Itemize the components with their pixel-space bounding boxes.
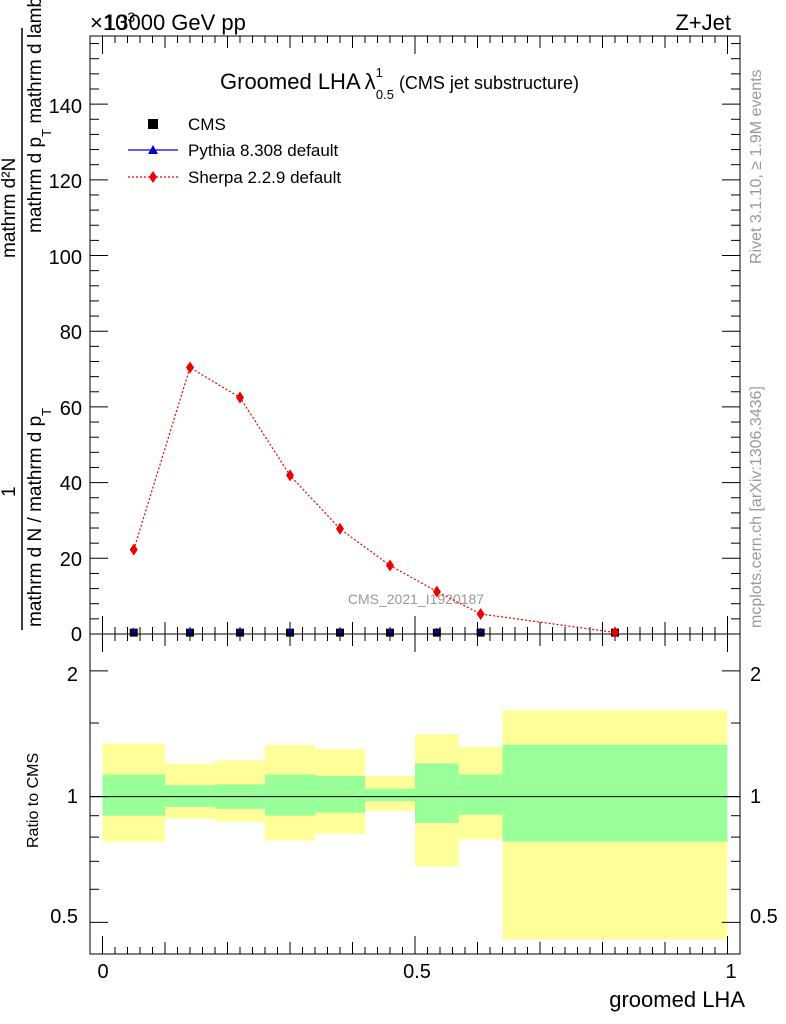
ratio-band-inner (458, 774, 503, 815)
ratio-band-inner (315, 776, 365, 813)
legend-cms-marker (148, 119, 158, 129)
ratio-band-inner (165, 785, 215, 807)
rivet-version-label: Rivet 3.1.10, ≥ 1.9M events (748, 69, 765, 264)
ratio-band-inner (365, 788, 415, 802)
ratio-tick-label-right: 2 (750, 664, 761, 686)
analysis-watermark: CMS_2021_I1920187 (348, 591, 484, 607)
plot-title-note: (CMS jet substructure) (399, 73, 579, 93)
y-tick-label: 140 (49, 96, 82, 118)
ratio-band-inner (502, 744, 728, 842)
ratio-bands (102, 710, 728, 940)
ratio-band-inner (102, 774, 165, 816)
x-tick-label: 0.5 (403, 961, 431, 983)
ratio-tick-label-left: 0.5 (50, 906, 78, 928)
energy-label: 13000 GeV pp (104, 10, 246, 35)
y-tick-label: 20 (60, 549, 82, 571)
y-label-top-mid: mathrm d pT mathrm d lambda (25, 0, 54, 233)
legend-cms-label: CMS (188, 115, 226, 134)
sherpa-point (336, 522, 344, 535)
sherpa-point (286, 469, 294, 482)
x-tick-label: 1 (725, 961, 736, 983)
pythia-point (130, 627, 137, 633)
axis-ticks (90, 36, 740, 954)
pythia-point (433, 627, 440, 633)
plot-title-text: Groomed LHA (220, 69, 361, 94)
sherpa-point (611, 626, 619, 639)
y-tick-label: 60 (60, 398, 82, 420)
ratio-tick-label-right: 0.5 (750, 906, 778, 928)
ratio-y-axis-label: Ratio to CMS (25, 753, 42, 848)
exponent-power: 3 (127, 9, 135, 25)
data-series (129, 361, 619, 639)
pythia-point (387, 627, 393, 633)
legend-sherpa-marker (149, 171, 157, 183)
legend-pythia-marker (148, 145, 158, 154)
ratio-tick-label-left: 1 (67, 786, 78, 808)
pythia-point (237, 627, 243, 633)
mcplots-reference-label: mcplots.cern.ch [arXiv:1306.3436] (748, 386, 765, 628)
y-label-bottom: mathrm d N / mathrm d pT (25, 408, 54, 627)
y-tick-label: 120 (49, 171, 82, 193)
plot-title-sub: 0.5 (376, 87, 394, 102)
ratio-y-tick-labels: 0.5 1 2 0.5 1 2 (50, 664, 778, 928)
legend-sherpa-label: Sherpa 2.2.9 default (188, 168, 341, 187)
sherpa-line (133, 366, 616, 634)
exponent-label: ×103 (90, 9, 135, 35)
y-tick-label: 40 (60, 473, 82, 495)
y-tick-label: 100 (49, 247, 82, 269)
x-tick-labels: 0 0.5 1 (97, 961, 736, 983)
y-label-top: mathrm d²N (0, 158, 20, 258)
ratio-band-inner (265, 774, 315, 816)
ratio-tick-label-left: 2 (67, 664, 78, 686)
sherpa-point (186, 361, 194, 374)
main-y-axis-label: mathrm d²N mathrm d pT mathrm d lambda 1… (0, 0, 54, 630)
ratio-band-inner (415, 763, 459, 823)
sherpa-point (432, 585, 441, 598)
x-tick-label: 0 (97, 961, 108, 983)
process-label: Z+Jet (675, 10, 731, 35)
legend-pythia-label: Pythia 8.308 default (188, 141, 339, 160)
pythia-point (477, 627, 484, 633)
y-label-one: 1 (0, 486, 20, 497)
pythia-point (187, 627, 193, 633)
y-tick-label: 0 (71, 624, 82, 646)
sherpa-point (129, 543, 138, 556)
pythia-point (337, 627, 343, 633)
x-axis-label: groomed LHA (609, 987, 745, 1012)
main-y-tick-labels: 0 20 40 60 80 100 120 140 (49, 96, 82, 646)
sherpa-point (476, 607, 485, 620)
exponent-base: ×10 (90, 10, 127, 35)
plot-title-symbol: λ (365, 69, 376, 94)
plot-title-sup: 1 (376, 65, 383, 80)
legend: CMS Pythia 8.308 default Sherpa 2.2.9 de… (128, 115, 341, 187)
sherpa-point (236, 391, 244, 404)
y-tick-label: 80 (60, 322, 82, 344)
pythia-point (287, 627, 293, 633)
ratio-tick-label-right: 1 (750, 786, 761, 808)
sherpa-point (386, 559, 394, 572)
plot-title: Groomed LHA λ1 0.5 (CMS jet substructure) (220, 65, 579, 102)
